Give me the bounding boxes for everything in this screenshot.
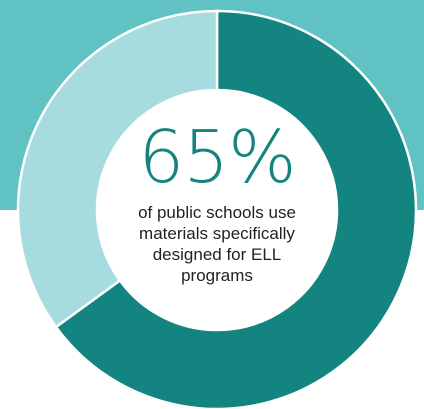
stat-value: 65% bbox=[138, 115, 296, 199]
stat-caption: of public schools use materials specific… bbox=[138, 203, 296, 285]
donut-center bbox=[97, 90, 337, 330]
center-label: 65% of public schools use materials spec… bbox=[107, 112, 327, 302]
